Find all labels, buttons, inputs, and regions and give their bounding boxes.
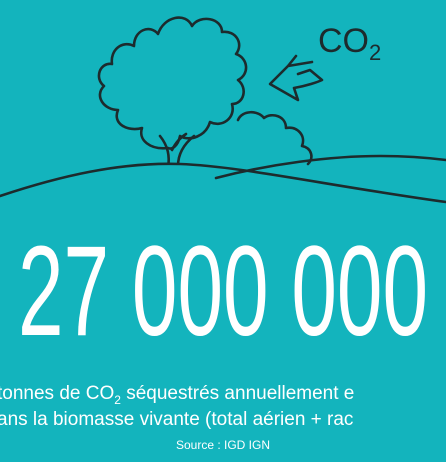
caption-line-2: ans la biomasse vivante (total aérien + … xyxy=(0,409,353,430)
caption-text: séquestrés annuellement e xyxy=(121,383,354,404)
caption-text: tonnes de CO xyxy=(0,383,114,404)
caption-line-1: tonnes de CO2 séquestrés annuellement e xyxy=(0,383,354,407)
co2-text: CO xyxy=(318,22,369,60)
source: Source : IGD IGN xyxy=(176,438,270,452)
headline: 27 000 000 xyxy=(18,220,428,363)
co2-subscript: 2 xyxy=(369,40,381,65)
page: CO2 27 000 000 tonnes de CO2 séquestrés … xyxy=(0,0,446,462)
infographic: CO2 27 000 000 tonnes de CO2 séquestrés … xyxy=(0,0,446,462)
